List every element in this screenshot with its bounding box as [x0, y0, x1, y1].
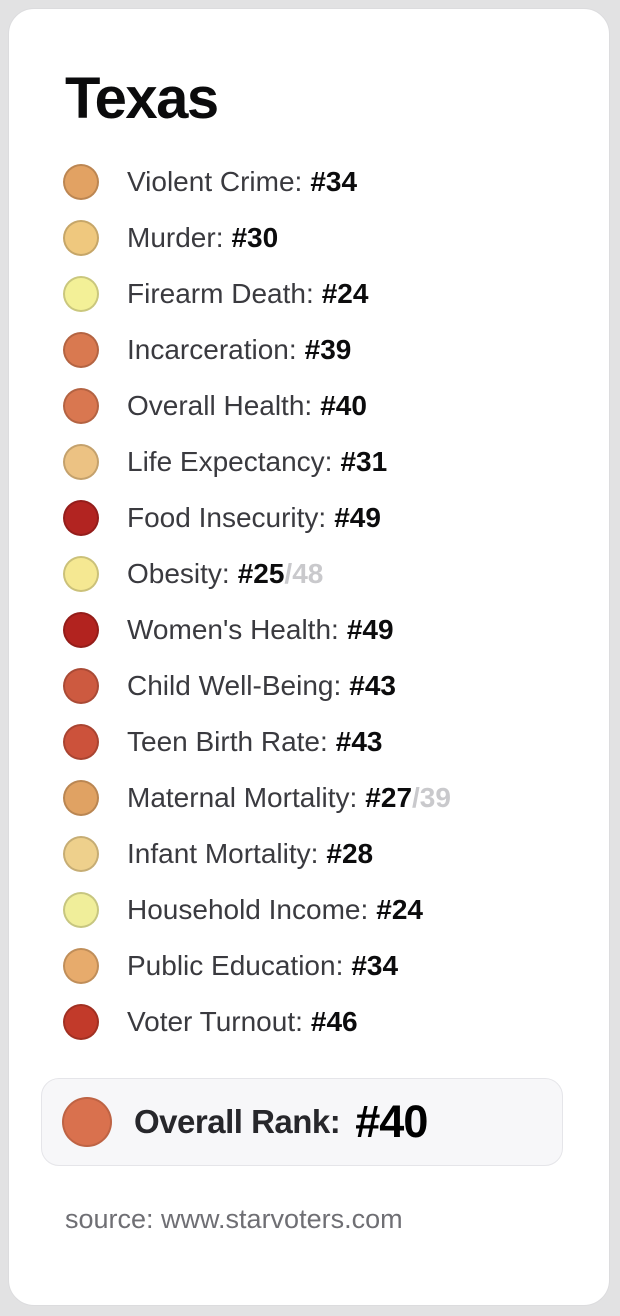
stat-rank-value: #25	[237, 558, 285, 589]
stat-text: Maternal Mortality: #27/39	[127, 782, 451, 814]
overall-rank-label: Overall Rank:	[134, 1103, 341, 1140]
stat-rank-value: #40	[320, 390, 367, 421]
stat-text: Child Well-Being: #43	[127, 670, 396, 702]
stat-row: Life Expectancy: #31	[9, 434, 609, 490]
stat-label: Women's Health:	[127, 614, 339, 645]
stat-text: Infant Mortality: #28	[127, 838, 373, 870]
stat-rank-secondary: /48	[284, 558, 324, 589]
stat-row: Infant Mortality: #28	[9, 826, 609, 882]
rank-color-dot	[63, 444, 99, 480]
stat-label: Overall Health:	[127, 390, 313, 421]
stat-label: Food Insecurity:	[127, 502, 327, 533]
stat-rank-value: #24	[376, 894, 423, 925]
stat-text: Obesity: #25/48	[127, 558, 323, 590]
stat-rank-value: #24	[321, 278, 369, 309]
stat-text: Overall Health: #40	[127, 390, 367, 422]
stat-text: Public Education: #34	[127, 950, 398, 982]
rank-color-dot	[63, 836, 99, 872]
stat-rank-value: #27	[365, 782, 413, 813]
stat-text: Women's Health: #49	[127, 614, 394, 646]
stat-rank-value: #43	[349, 670, 396, 701]
stat-rank-value: #34	[310, 166, 358, 197]
rank-color-dot	[63, 556, 99, 592]
stat-row: Overall Health: #40	[9, 378, 609, 434]
stat-text: Voter Turnout: #46	[127, 1006, 358, 1038]
stat-text: Household Income: #24	[127, 894, 423, 926]
stat-label: Incarceration:	[127, 334, 297, 365]
stat-rank-value: #39	[304, 334, 352, 365]
stat-row: Violent Crime: #34	[9, 154, 609, 210]
state-rank-card: Texas Violent Crime: #34 Murder: #30 Firea…	[8, 8, 610, 1306]
rank-color-dot	[63, 1004, 99, 1040]
stat-label: Child Well-Being:	[127, 670, 342, 701]
rank-color-dot	[63, 948, 99, 984]
overall-rank-color-dot	[62, 1097, 112, 1147]
stat-text: Murder: #30	[127, 222, 278, 254]
stat-row: Food Insecurity: #49	[9, 490, 609, 546]
rank-color-dot	[63, 500, 99, 536]
rank-color-dot	[63, 724, 99, 760]
stat-label: Obesity:	[127, 558, 230, 589]
rank-color-dot	[63, 612, 99, 648]
stat-text: Life Expectancy: #31	[127, 446, 387, 478]
stat-rank-value: #49	[346, 614, 394, 645]
rank-color-dot	[63, 220, 99, 256]
stat-text: Incarceration: #39	[127, 334, 351, 366]
stat-row: Murder: #30	[9, 210, 609, 266]
stat-row: Firearm Death: #24	[9, 266, 609, 322]
stat-rank-value: #31	[340, 446, 388, 477]
stat-rank-value: #49	[334, 502, 381, 533]
stat-rank-value: #43	[335, 726, 383, 757]
stat-text: Firearm Death: #24	[127, 278, 368, 310]
rank-color-dot	[63, 892, 99, 928]
stat-label: Infant Mortality:	[127, 838, 319, 869]
stat-row: Public Education: #34	[9, 938, 609, 994]
stat-row: Maternal Mortality: #27/39	[9, 770, 609, 826]
stat-row: Teen Birth Rate: #43	[9, 714, 609, 770]
rank-color-dot	[63, 388, 99, 424]
stat-row: Obesity: #25/48	[9, 546, 609, 602]
stat-row: Voter Turnout: #46	[9, 994, 609, 1050]
stat-label: Murder:	[127, 222, 224, 253]
stat-label: Violent Crime:	[127, 166, 303, 197]
stat-label: Teen Birth Rate:	[127, 726, 328, 757]
source-attribution: source: www.starvoters.com	[65, 1204, 403, 1234]
stat-label: Household Income:	[127, 894, 369, 925]
stat-rank-value: #46	[310, 1006, 358, 1037]
stat-label: Maternal Mortality:	[127, 782, 358, 813]
stat-label: Public Education:	[127, 950, 344, 981]
stat-label: Life Expectancy:	[127, 446, 333, 477]
rank-color-dot	[63, 668, 99, 704]
stat-rank-value: #34	[351, 950, 399, 981]
rank-color-dot	[63, 780, 99, 816]
overall-rank-value: #40	[355, 1096, 428, 1147]
stat-rank-secondary: /39	[412, 782, 451, 813]
rank-color-dot	[63, 332, 99, 368]
overall-rank-box: Overall Rank: #40	[41, 1078, 563, 1166]
stat-text: Food Insecurity: #49	[127, 502, 381, 534]
stat-text: Teen Birth Rate: #43	[127, 726, 383, 758]
stat-text: Violent Crime: #34	[127, 166, 357, 198]
rank-color-dot	[63, 276, 99, 312]
stat-rank-value: #30	[231, 222, 279, 253]
page-title: Texas	[65, 66, 219, 131]
stat-row: Child Well-Being: #43	[9, 658, 609, 714]
stat-label: Voter Turnout:	[127, 1006, 303, 1037]
stat-row: Women's Health: #49	[9, 602, 609, 658]
stat-row: Incarceration: #39	[9, 322, 609, 378]
rank-color-dot	[63, 164, 99, 200]
stat-label: Firearm Death:	[127, 278, 314, 309]
stat-rank-value: #28	[326, 838, 374, 869]
stats-list: Violent Crime: #34 Murder: #30 Firearm Dea…	[9, 154, 609, 1050]
stat-row: Household Income: #24	[9, 882, 609, 938]
